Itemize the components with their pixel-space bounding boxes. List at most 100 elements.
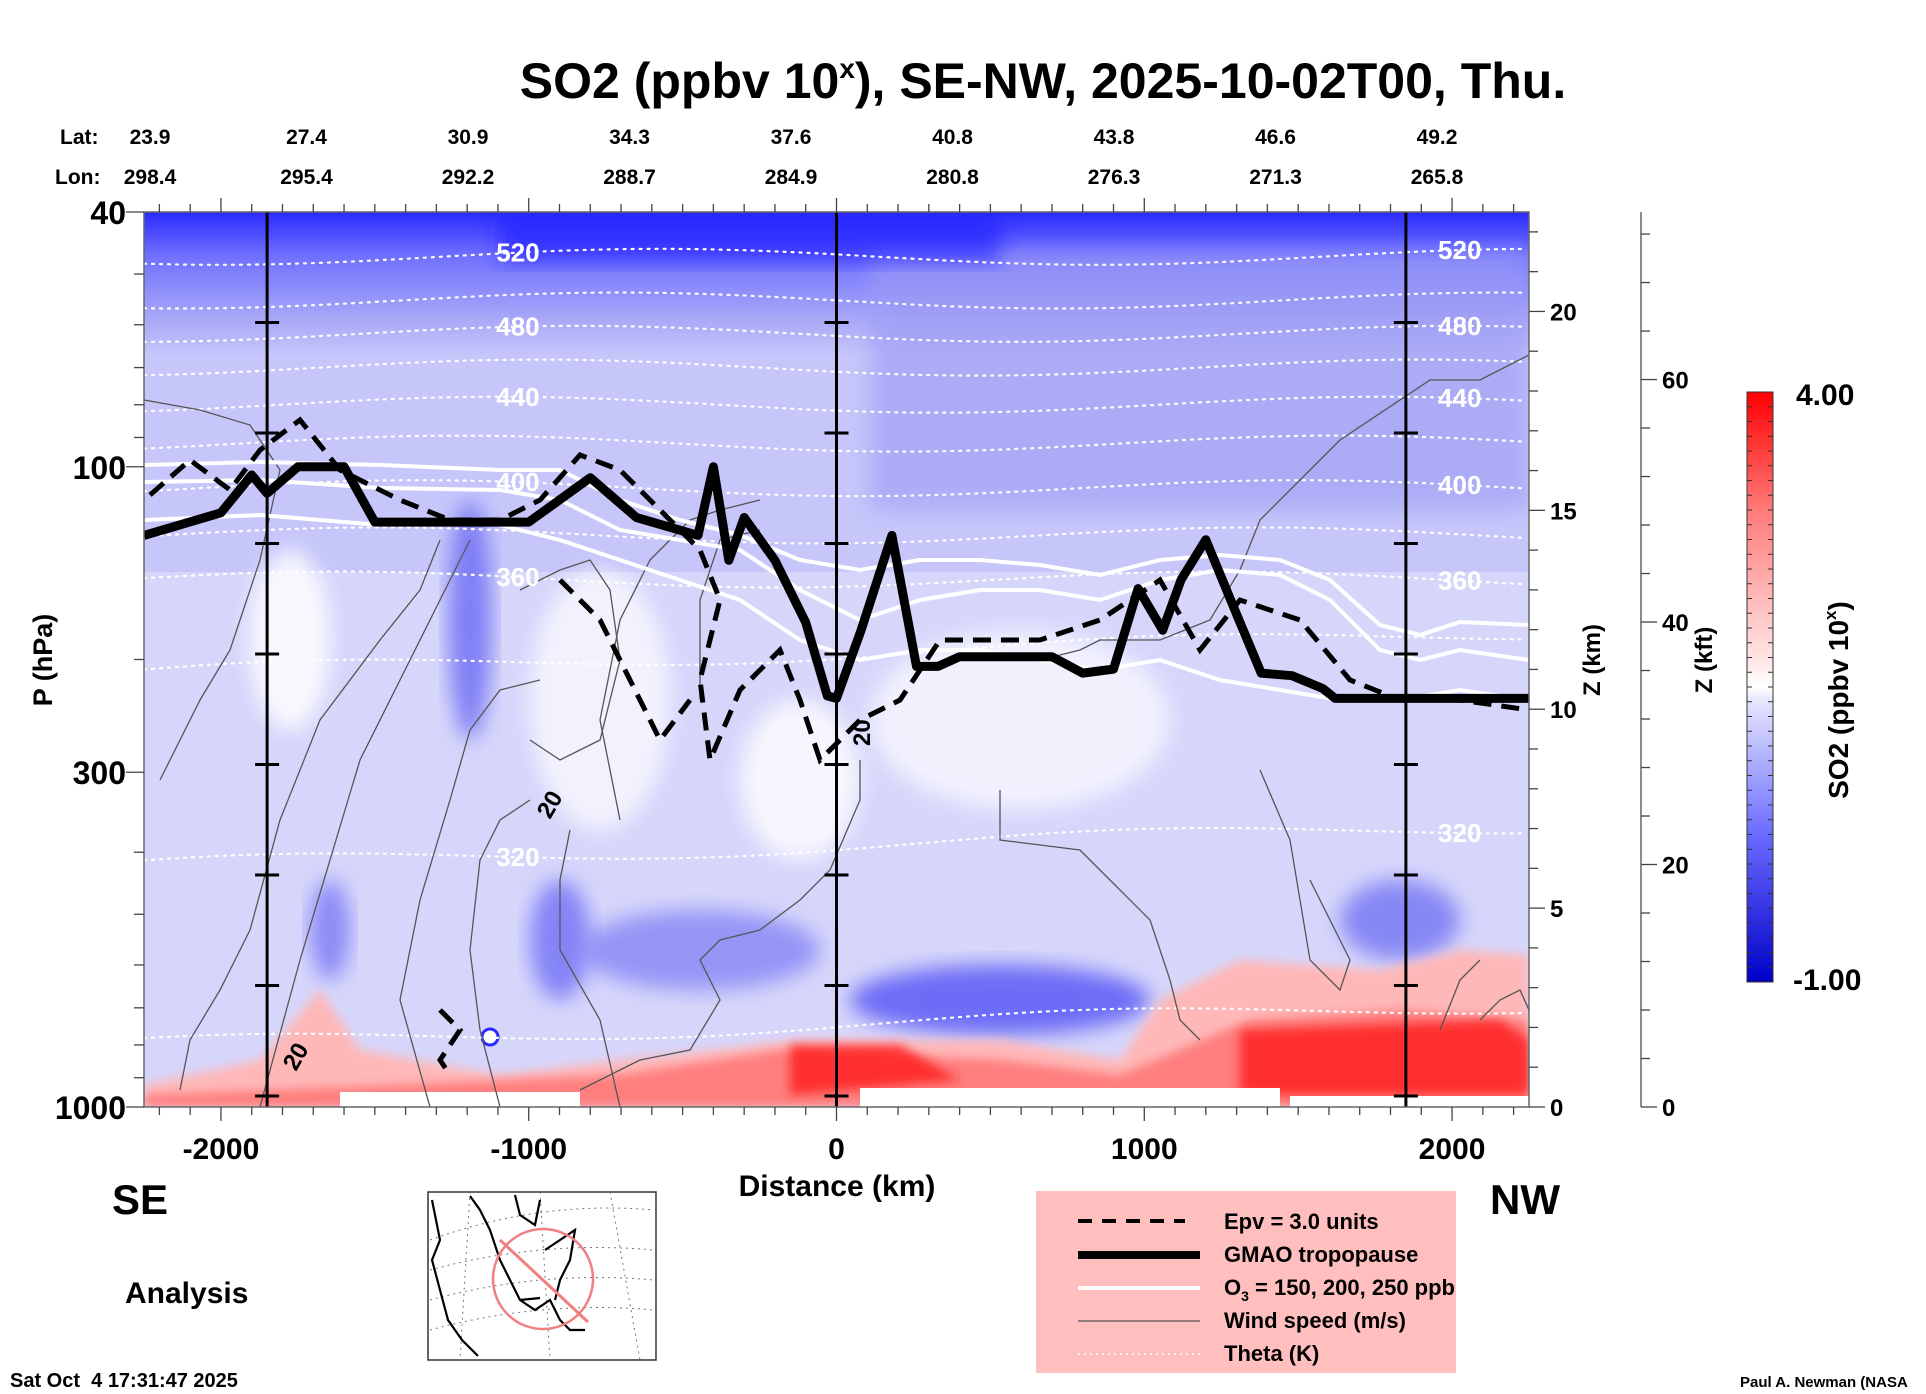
theta-contour xyxy=(144,479,1526,498)
theta-contour xyxy=(144,826,1526,862)
x-axis-title: Distance (km) xyxy=(739,1170,936,1203)
nw-label: NW xyxy=(1490,1176,1560,1223)
z-kft-tick-label: 40 xyxy=(1662,610,1689,637)
lon-value: 292.2 xyxy=(442,166,495,189)
lat-value: 40.8 xyxy=(932,126,973,149)
theta-contour xyxy=(144,247,1526,266)
theta-contour xyxy=(144,570,1526,589)
x-axis: -2000 -1000 0 1000 2000 xyxy=(158,198,1515,1166)
lon-value: 288.7 xyxy=(603,166,656,189)
lat-value: 49.2 xyxy=(1417,126,1458,149)
wind-contour xyxy=(1479,989,1529,1021)
wind-contour xyxy=(519,559,621,761)
epv-contours xyxy=(148,416,1529,1077)
o3-contour-200 xyxy=(144,477,1529,663)
wind-contour xyxy=(1259,769,1351,992)
lat-value: 27.4 xyxy=(286,126,327,149)
lat-value: 34.3 xyxy=(609,126,650,149)
theta-label: 360 xyxy=(1438,566,1481,596)
theta-label: 440 xyxy=(496,382,539,412)
lon-value: 280.8 xyxy=(926,166,979,189)
legend-label-o3: O3 = 150, 200, 250 ppb xyxy=(1224,1275,1455,1304)
theta-label: 440 xyxy=(1438,383,1481,413)
theta-labels: 520 520 480 480 440 440 400 400 360 360 320 320 xyxy=(496,235,1481,872)
legend-label-epv: Epv = 3.0 units xyxy=(1224,1209,1379,1234)
x-tick-label: 0 xyxy=(828,1133,845,1166)
p-tick-label: 40 xyxy=(90,195,126,231)
epv-contour xyxy=(436,1008,464,1077)
z-km-tick-label: 5 xyxy=(1550,896,1563,923)
lat-value: 23.9 xyxy=(130,126,171,149)
z-km-axis-title: Z (km) xyxy=(1579,624,1606,696)
o3-contour-150 xyxy=(144,459,1529,638)
o3-contours xyxy=(144,459,1529,702)
legend-label-theta: Theta (K) xyxy=(1224,1341,1319,1366)
x-tick-label: 1000 xyxy=(1111,1133,1178,1166)
section-range-circle xyxy=(491,1227,595,1331)
chart-title: SO2 (ppbv 10x), SE-NW, 2025-10-02T00, Th… xyxy=(520,53,1566,109)
wind-contour xyxy=(399,679,541,1107)
theta-label: 520 xyxy=(1438,235,1481,265)
legend-label-tropopause: GMAO tropopause xyxy=(1224,1242,1418,1267)
gmao-tropopause-line xyxy=(144,462,1529,703)
legend: Epv = 3.0 units GMAO tropopause O3 = 150… xyxy=(1036,1191,1456,1373)
z-km-tick-label: 20 xyxy=(1550,299,1577,326)
lat-label: Lat: xyxy=(60,126,99,149)
z-km-tick-label: 10 xyxy=(1550,697,1577,724)
z-kft-axis-title: Z (kft) xyxy=(1691,627,1718,694)
wind-contour xyxy=(559,829,621,1107)
wind-contour xyxy=(579,760,861,1091)
lat-value: 30.9 xyxy=(448,126,489,149)
epv-contour xyxy=(148,416,1529,770)
x-tick-label: -2000 xyxy=(183,1133,260,1166)
z-km-axis: 0 5 10 15 20 xyxy=(1529,231,1577,1122)
lat-value: 46.6 xyxy=(1255,126,1296,149)
z-km-tick-label: 0 xyxy=(1550,1095,1563,1122)
analysis-label: Analysis xyxy=(125,1277,248,1310)
theta-label: 480 xyxy=(496,312,539,342)
colorbar-title: SO2 (ppbv 10x) xyxy=(1821,601,1854,799)
credit: Paul A. Newman (NASA xyxy=(1740,1374,1908,1391)
lon-value: 295.4 xyxy=(280,166,333,189)
theta-contour xyxy=(144,633,1526,671)
lat-value: 37.6 xyxy=(771,126,812,149)
theta-label: 400 xyxy=(496,467,539,497)
lon-value: 276.3 xyxy=(1088,166,1141,189)
theta-label: 320 xyxy=(1438,818,1481,848)
theta-label: 400 xyxy=(1438,470,1481,500)
p-tick-label: 300 xyxy=(73,755,126,791)
colorbar-ticks xyxy=(1747,406,1773,968)
theta-contour xyxy=(144,324,1526,344)
wind-speed-contours xyxy=(144,354,1529,1107)
wind-contour xyxy=(259,539,471,1107)
vertical-reference-lines xyxy=(255,212,1418,1107)
theta-contour xyxy=(144,395,1526,414)
theta-contour xyxy=(144,291,1526,310)
wind-label: 20 xyxy=(849,719,876,746)
theta-contour xyxy=(144,434,1526,453)
theta-label: 320 xyxy=(496,842,539,872)
theta-label: 360 xyxy=(496,562,539,592)
colorbar: 4.00 -1.00 SO2 (ppbv 10x) xyxy=(1746,379,1861,997)
o3-contour-250 xyxy=(144,512,1529,702)
wind-contour xyxy=(469,799,531,1107)
colorbar-min-label: -1.00 xyxy=(1793,964,1861,997)
lon-value: 271.3 xyxy=(1249,166,1302,189)
inset-locator-map xyxy=(427,1191,657,1361)
z-kft-tick-label: 0 xyxy=(1662,1095,1675,1122)
lat-value: 43.8 xyxy=(1094,126,1135,149)
theta-contour xyxy=(144,1007,1526,1041)
y-axis-title: P (hPa) xyxy=(28,614,58,707)
z-kft-tick-label: 20 xyxy=(1662,853,1689,880)
map-coastline xyxy=(430,1194,585,1357)
wind-contour xyxy=(1039,354,1529,661)
x-tick-label: 2000 xyxy=(1419,1133,1486,1166)
lon-value: 265.8 xyxy=(1411,166,1464,189)
wind-contour xyxy=(1439,959,1481,1031)
se-label: SE xyxy=(112,1176,168,1223)
legend-label-wind: Wind speed (m/s) xyxy=(1224,1308,1406,1333)
z-kft-axis: 0 20 40 60 xyxy=(1640,212,1689,1122)
wind-contour xyxy=(179,539,441,1091)
epv-contour xyxy=(558,578,692,745)
